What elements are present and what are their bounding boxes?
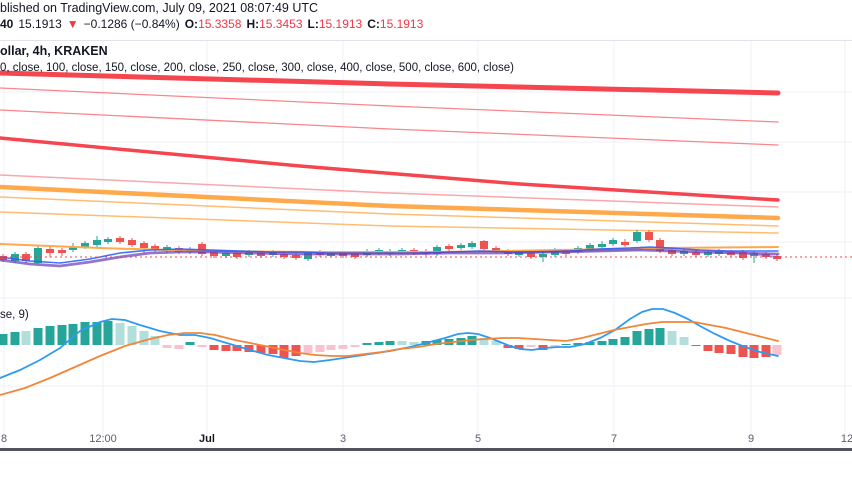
price-change: −0.1286 (−0.84%) [83,17,180,31]
time-axis-label: 8 [0,433,8,445]
ma-500 [0,87,779,123]
time-axis-label: 5 [474,433,482,445]
short-ma-lines [0,243,780,268]
ohlc-close-value: 15.1913 [379,17,424,31]
ohlc-open-label: O: [184,17,199,31]
time-axis[interactable]: 8 12:00 Jul 3 5 7 9 12 [0,433,852,447]
ma-250 [0,174,779,208]
time-axis-border [0,448,852,451]
ma-200 [0,184,781,221]
direction-down-icon: ▼ [66,17,79,31]
ohlc-low-label: L: [307,17,319,31]
ma-short-purple-2 [559,248,779,258]
ma-ribbon-legend: 0, close, 100, close, 150, close, 200, c… [0,62,514,74]
macd-indicator-legend: se, 9) [0,309,29,321]
time-axis-label: Jul [199,433,215,445]
time-axis-label: 9 [747,433,755,445]
ohlc-open-value: 15.3358 [198,17,242,31]
ma-150 [0,196,779,227]
symbol-prefix: 40 [0,17,14,31]
time-axis-label: 7 [610,433,618,445]
ma-short-purple [0,248,780,268]
macd-signal-line [0,321,779,396]
macd-histogram [0,321,782,358]
ma-300 [0,136,780,202]
ohlc-high-value: 15.3453 [259,17,303,31]
ohlc-low-value: 15.1913 [318,17,363,31]
ohlc-close-label: C: [367,17,380,31]
time-axis-label: 12 [840,433,852,445]
time-axis-label: 3 [339,433,347,445]
ma-short-orange [0,243,779,253]
ohlc-high-label: H: [246,17,260,31]
ma-400 [0,109,779,146]
last-price: 15.1913 [18,17,62,31]
publish-timestamp: blished on TradingView.com, July 09, 202… [0,1,319,15]
ticker-summary: 40 15.1913 ▼ −0.1286 (−0.84%) O:15.3358 H:15.… [0,17,423,31]
symbol-title: ollar, 4h, KRAKEN [0,44,108,58]
ma-ribbon-lines [0,70,781,234]
pane-top-border [0,40,852,41]
macd-line [0,308,779,379]
ma-600 [0,70,781,96]
time-axis-label: 12:00 [89,433,117,445]
gridlines [0,41,852,448]
